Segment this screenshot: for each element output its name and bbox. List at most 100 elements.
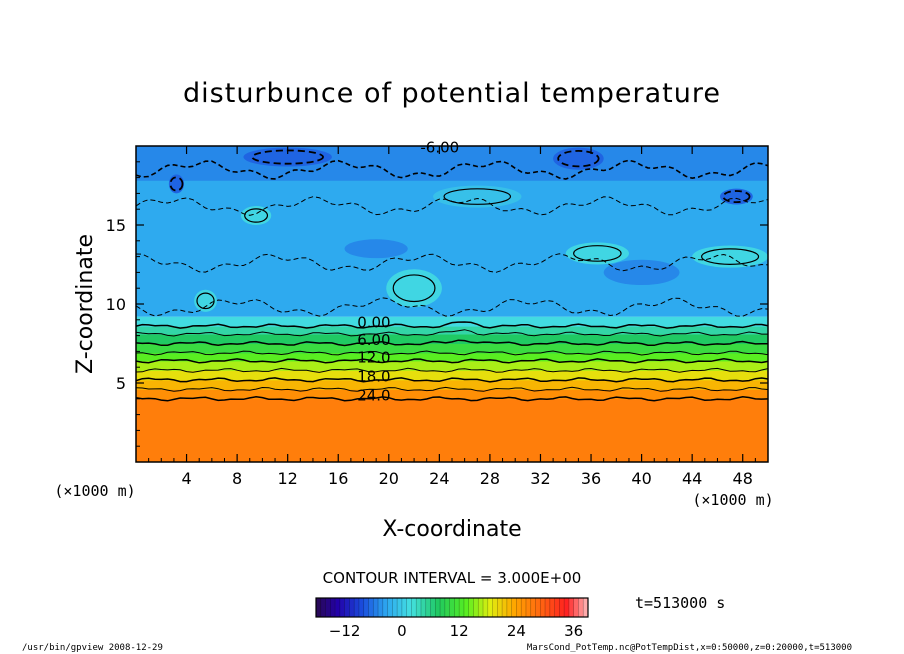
colorbar-cell <box>344 598 350 617</box>
colorbar-cell <box>521 598 527 617</box>
temperature-band <box>136 316 768 327</box>
x-tick-label: 8 <box>232 469 242 488</box>
closed-contour <box>392 274 436 303</box>
footer-left: /usr/bin/gpview 2008-12-29 <box>22 643 163 653</box>
contour-label: 24.0 <box>357 386 390 404</box>
temperature-band <box>136 326 768 335</box>
contour-line <box>136 386 768 392</box>
colorbar-cell <box>411 598 417 617</box>
colorbar-cell <box>425 598 431 617</box>
temperature-band <box>136 360 768 371</box>
colorbar-cell <box>330 598 336 617</box>
colorbar <box>315 597 589 618</box>
contour-label: 12.0 <box>357 348 390 366</box>
colorbar-cell <box>535 598 541 617</box>
temperature-band <box>136 370 768 381</box>
y-tick-label: 10 <box>106 295 126 314</box>
y-axis: 5 10 15 <box>106 161 768 447</box>
colorbar-cell <box>368 598 374 617</box>
colorbar-cell <box>530 598 536 617</box>
negative-contour-line <box>136 159 768 180</box>
closed-negative-contour <box>722 190 751 203</box>
colorbar-cell <box>473 598 479 617</box>
colorbar-tick-label: 0 <box>397 622 407 640</box>
colorbar-cell <box>502 598 508 617</box>
colorbar-cell <box>516 598 522 617</box>
colorbar-cell <box>435 598 441 617</box>
colorbar-cell <box>406 598 412 617</box>
colorbar-cell <box>320 598 326 617</box>
field-bands <box>136 146 768 462</box>
y-axis-label: Z-coordinate <box>73 234 98 374</box>
plot-area <box>136 146 768 462</box>
colorbar-cell <box>468 598 474 617</box>
colorbar-cell <box>545 598 551 617</box>
colorbar-cell <box>554 598 560 617</box>
contour-line <box>136 339 768 347</box>
colorbar-cell <box>459 598 465 617</box>
temperature-band <box>136 389 768 400</box>
closed-contour <box>196 292 215 310</box>
colorbar-tick-label: 24 <box>507 622 526 640</box>
colorbar-cell <box>392 598 398 617</box>
colorbar-cell <box>478 598 484 617</box>
colorbar-frame <box>315 597 589 618</box>
colorbar-cell <box>549 598 555 617</box>
colorbar-ticks: −12 0 12 24 36 <box>329 622 583 640</box>
colorbar-cell <box>440 598 446 617</box>
contour-line <box>136 367 768 373</box>
colorbar-cell <box>339 598 345 617</box>
x-tick-label: 44 <box>682 469 702 488</box>
colorbar-cell <box>378 598 384 617</box>
warm-layer <box>136 398 768 462</box>
colorbar-cell <box>430 598 436 617</box>
contour-lines <box>136 149 768 402</box>
x-tick-label: 24 <box>429 469 449 488</box>
colorbar-cell <box>316 598 322 617</box>
colorbar-cell <box>454 598 460 617</box>
colorbar-cell <box>568 598 574 617</box>
contour-line <box>136 329 768 337</box>
negative-contour-line <box>136 253 768 273</box>
contour-label: 0.00 <box>357 314 390 332</box>
x-tick-label: 20 <box>379 469 399 488</box>
colorbar-cell <box>335 598 341 617</box>
contour-line <box>136 321 768 329</box>
colorbar-tick-label: −12 <box>329 622 361 640</box>
x-tick-label: 40 <box>631 469 651 488</box>
colorbar-cell <box>363 598 369 617</box>
contour-label: 6.00 <box>357 331 390 349</box>
temperature-band <box>136 379 768 390</box>
x-axis-label: X-coordinate <box>382 517 521 542</box>
closed-negative-contour <box>169 176 184 192</box>
colorbar-cell <box>401 598 407 617</box>
temperature-band <box>136 352 768 362</box>
colorbar-tick-label: 36 <box>564 622 583 640</box>
colorbar-cell <box>354 598 360 617</box>
colorbar-cell <box>511 598 517 617</box>
contour-line <box>136 350 768 356</box>
x-tick-label: 28 <box>480 469 500 488</box>
time-label: t=513000 s <box>635 594 725 612</box>
chart-title: disturbunce of potential temperature <box>183 78 721 109</box>
contour-line <box>136 358 768 364</box>
negative-contour-line <box>136 297 768 317</box>
closed-contour <box>443 188 512 205</box>
cool-top-layer <box>136 146 768 181</box>
colorbar-cell <box>483 598 489 617</box>
contour-label: 18.0 <box>357 367 390 385</box>
colorbar-cell <box>573 598 579 617</box>
y-tick-label: 15 <box>106 216 126 235</box>
colorbar-cell <box>397 598 403 617</box>
closed-contour <box>701 248 760 265</box>
colorbar-cell <box>540 598 546 617</box>
x-unit-right: (×1000 m) <box>692 491 773 509</box>
colorbar-cell <box>492 598 498 617</box>
footer-right: MarsCond_PotTemp.nc@PotTempDist,x=0:5000… <box>527 643 852 653</box>
x-tick-label: 12 <box>278 469 298 488</box>
colorbar-cell <box>506 598 512 617</box>
x-unit-left: (×1000 m) <box>54 482 135 500</box>
colorbar-cell <box>416 598 422 617</box>
colorbar-cell <box>382 598 388 617</box>
